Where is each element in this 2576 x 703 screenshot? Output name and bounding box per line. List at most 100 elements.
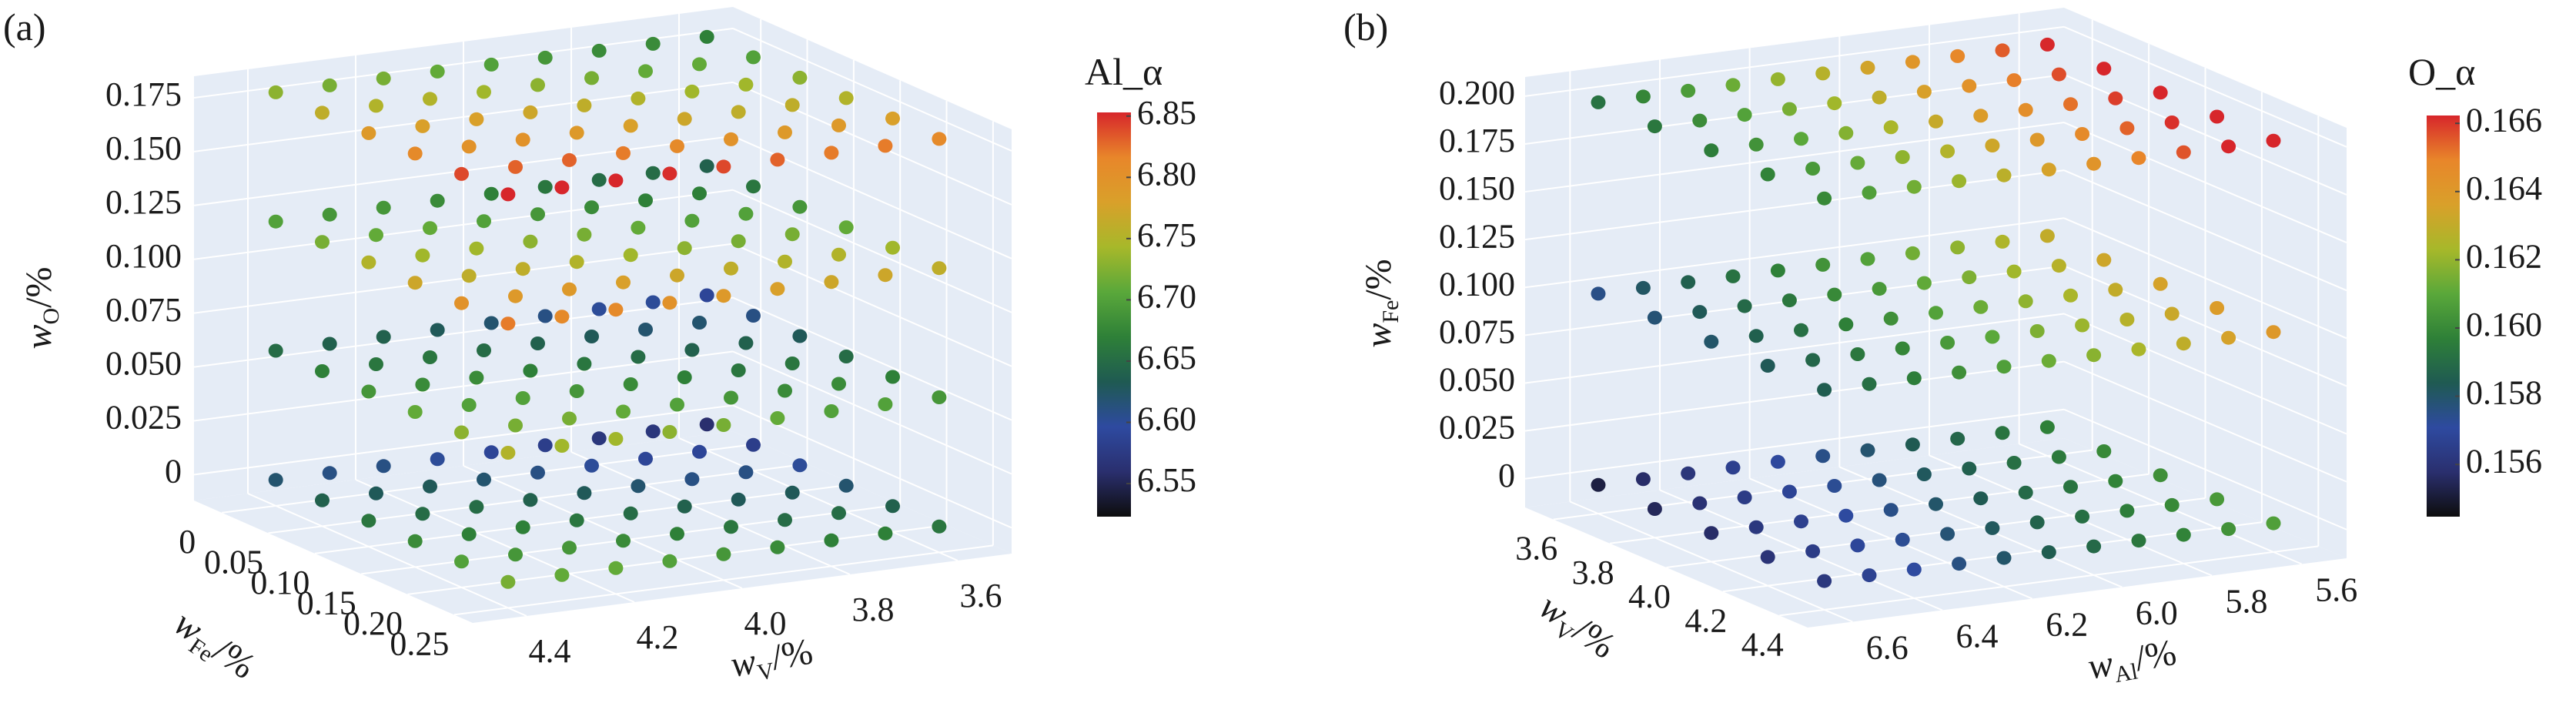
data-point xyxy=(724,520,738,534)
data-point xyxy=(322,207,337,222)
data-point xyxy=(1760,550,1775,564)
data-point xyxy=(1781,102,1797,116)
panel-a-points xyxy=(268,29,947,589)
data-point xyxy=(1681,275,1696,290)
data-point xyxy=(569,255,584,269)
data-point xyxy=(1862,568,1877,583)
panel-b-tick-labels: 0 0.025 0.050 0.075 0.100 0.125 0.150 0.175 0.20… xyxy=(1439,74,2357,667)
data-point xyxy=(692,57,707,72)
data-point xyxy=(483,316,499,330)
data-point xyxy=(616,275,631,290)
data-point xyxy=(1692,496,1708,511)
data-point xyxy=(645,424,661,439)
data-point xyxy=(1794,132,1808,146)
data-point xyxy=(738,336,754,350)
data-point xyxy=(407,405,423,419)
data-point xyxy=(1860,60,1875,75)
wall-gridline xyxy=(1524,122,2065,193)
data-point xyxy=(591,302,607,316)
data-point xyxy=(1850,347,1865,361)
data-point xyxy=(2153,85,2168,100)
data-point xyxy=(623,248,638,263)
data-point xyxy=(500,187,516,202)
colorbar-tick-label: 6.80 xyxy=(1137,155,1196,192)
data-point xyxy=(2131,534,2146,548)
left-wall-pane xyxy=(1525,8,2064,507)
data-point xyxy=(1995,426,2010,440)
data-point xyxy=(1838,508,1854,523)
z-tick-label: 0.025 xyxy=(105,399,182,437)
data-point xyxy=(1929,497,1943,511)
data-point xyxy=(469,241,484,256)
z-tick-label: 0.150 xyxy=(1439,169,1515,207)
data-point xyxy=(670,268,684,283)
data-point xyxy=(2029,132,2045,147)
y-tick-label: 6.4 xyxy=(1956,618,1999,655)
data-point xyxy=(1860,443,1875,457)
data-point xyxy=(831,506,846,521)
data-point xyxy=(1973,491,1989,506)
data-point xyxy=(838,478,854,493)
x-tick-label: 0.25 xyxy=(390,624,449,662)
data-point xyxy=(608,303,624,317)
data-point xyxy=(785,485,800,500)
data-point xyxy=(2266,325,2281,340)
data-point xyxy=(1895,341,1910,356)
y-tick-label: 5.6 xyxy=(2315,571,2357,609)
floor-gridline xyxy=(678,437,958,561)
data-point xyxy=(461,139,477,154)
data-point xyxy=(268,343,283,358)
data-point xyxy=(430,193,445,208)
x-axis-title-unit: /% xyxy=(206,630,263,687)
y-axis-title: wV/% xyxy=(728,631,817,690)
data-point xyxy=(508,289,523,303)
data-point xyxy=(361,384,376,399)
data-point xyxy=(268,473,283,487)
colorbar-tick-label: 6.85 xyxy=(1137,94,1196,132)
data-point xyxy=(2221,330,2236,345)
panel-b-panes xyxy=(1524,8,2347,628)
data-point xyxy=(2075,127,2090,141)
data-point xyxy=(778,383,792,398)
data-point xyxy=(2176,145,2191,159)
data-point xyxy=(716,547,731,561)
data-point xyxy=(554,310,570,324)
y-axis-title-symbol: w xyxy=(2085,643,2116,688)
data-point xyxy=(315,235,330,249)
data-point xyxy=(838,220,854,235)
data-point xyxy=(778,125,792,139)
colorbar-tick-label: 0.162 xyxy=(2466,237,2542,275)
data-point xyxy=(731,234,746,249)
data-point xyxy=(2006,264,2022,279)
data-point xyxy=(1681,466,1696,480)
data-point xyxy=(1817,574,1832,588)
wall-gridline xyxy=(1524,25,2065,97)
data-point xyxy=(530,78,545,92)
panel-a-label: (a) xyxy=(3,5,46,49)
z-axis-title-symbol: w xyxy=(1358,323,1399,348)
data-point xyxy=(1995,43,2010,58)
panel-b-label: (b) xyxy=(1343,5,1388,49)
data-point xyxy=(1635,472,1651,487)
z-axis-title-subscript: Fe xyxy=(1378,300,1403,323)
data-point xyxy=(537,438,553,453)
data-point xyxy=(315,493,330,507)
data-point xyxy=(483,186,499,201)
data-point xyxy=(2096,62,2112,76)
data-point xyxy=(692,316,707,330)
panel-a-chart: (a) 00.0250.0500.0750.1000.1250.1500.175… xyxy=(3,5,1196,690)
data-point xyxy=(792,199,808,214)
wall-gridline xyxy=(732,28,1012,152)
data-point xyxy=(831,377,846,391)
data-point xyxy=(2018,294,2033,309)
data-point xyxy=(591,431,607,446)
data-point xyxy=(2153,468,2168,483)
data-point xyxy=(477,343,491,357)
data-point xyxy=(699,159,714,173)
data-point xyxy=(591,172,607,187)
data-point xyxy=(738,206,754,221)
data-point xyxy=(523,493,538,507)
data-point xyxy=(376,459,391,474)
data-point xyxy=(724,390,738,405)
